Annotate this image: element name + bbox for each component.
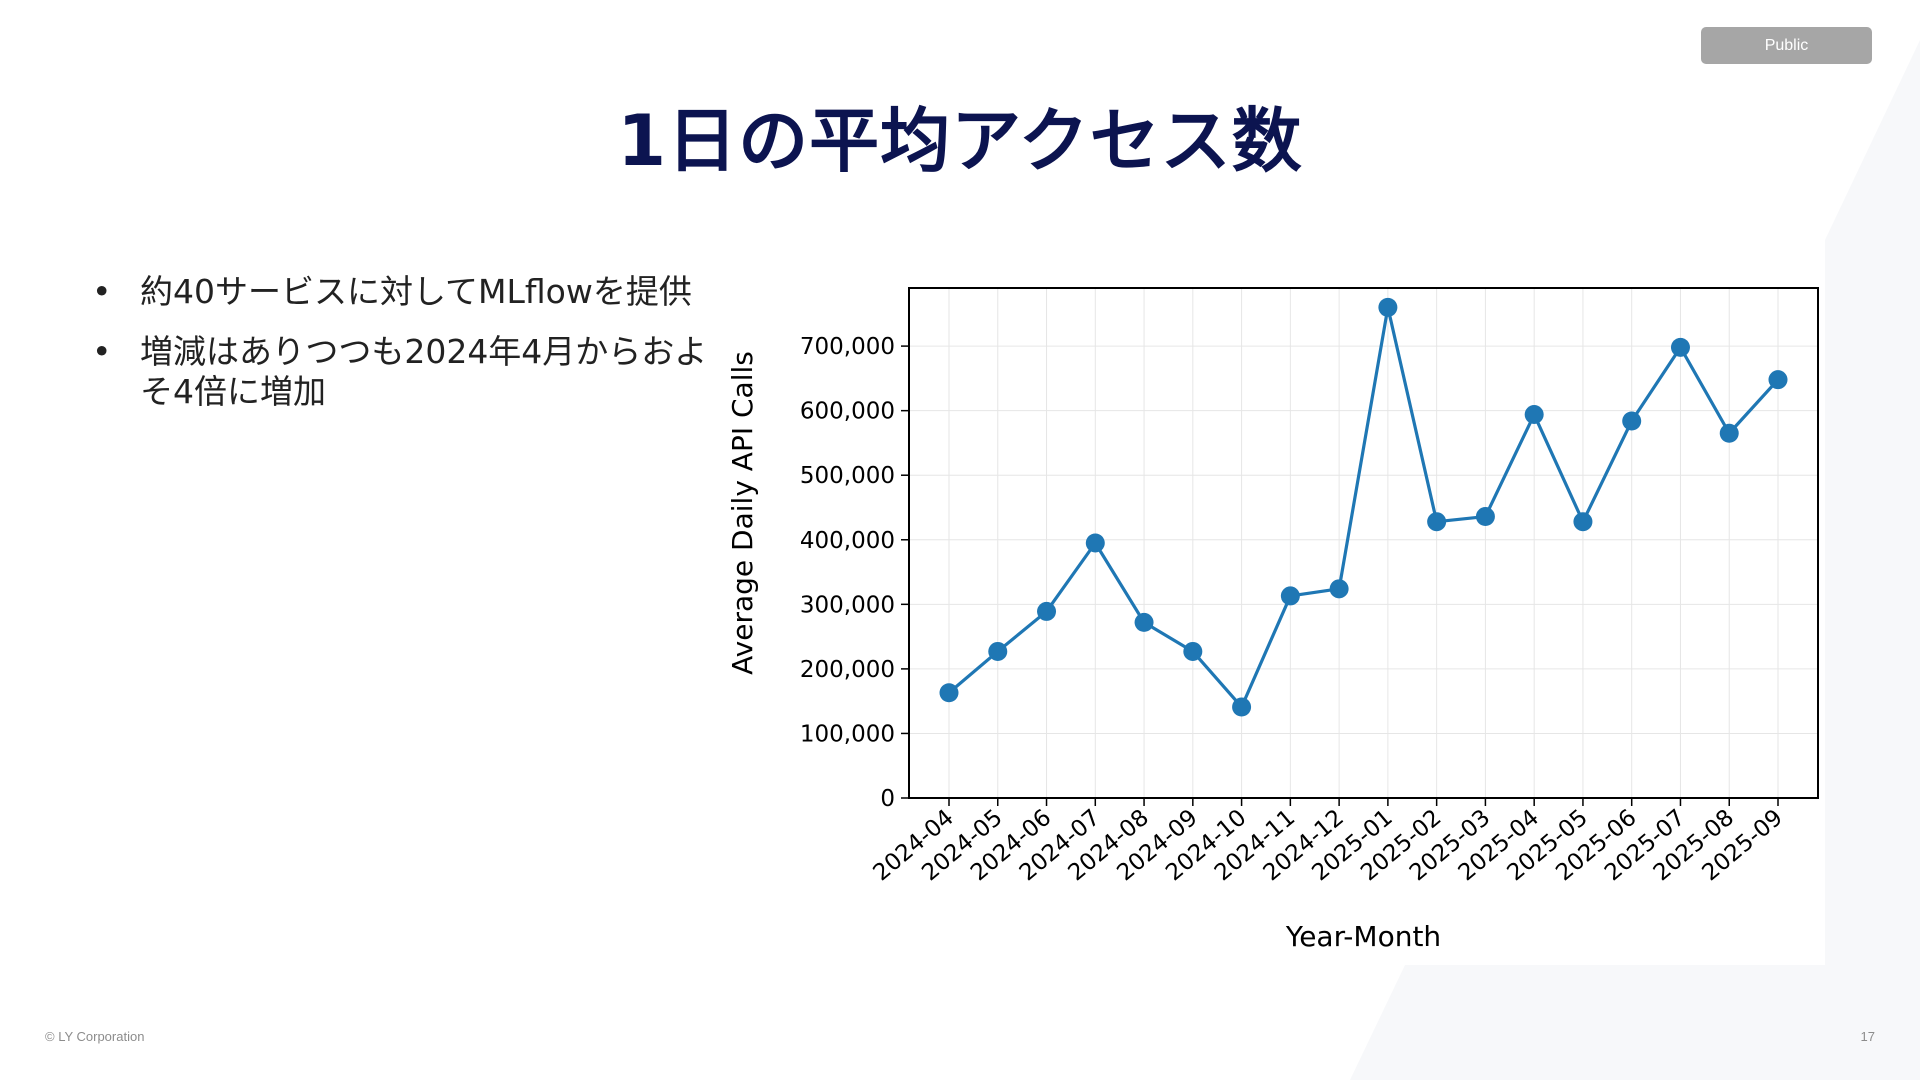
bullet-item: 約40サービスに対してMLflowを提供 <box>92 272 712 312</box>
data-point <box>988 641 1008 661</box>
line-chart: 0 100,000 200,000 300,000 400,000 500,000 600,… <box>720 272 1828 962</box>
data-point <box>939 683 959 703</box>
chart-svg: 0 100,000 200,000 300,000 400,000 500,000 600,… <box>726 287 1819 953</box>
plot-frame <box>908 287 1819 799</box>
data-point <box>1037 601 1057 621</box>
y-axis-label: Average Daily API Calls <box>726 351 759 675</box>
data-point <box>1085 533 1105 553</box>
y-tick-label: 0 <box>880 786 895 812</box>
data-point <box>1475 507 1495 527</box>
y-tick-label: 600,000 <box>800 399 895 425</box>
data-point <box>1378 297 1398 317</box>
bullet-list: 約40サービスに対してMLflowを提供 増減はありつつも2024年4月からおよ… <box>92 272 712 432</box>
x-axis-label: Year-Month <box>1285 920 1441 953</box>
data-point <box>1183 641 1203 661</box>
data-point <box>1670 337 1690 357</box>
data-point <box>1524 405 1544 425</box>
data-point <box>1768 370 1788 390</box>
copyright: © LY Corporation <box>45 1029 145 1044</box>
y-tick-label: 400,000 <box>800 528 895 554</box>
data-point <box>1427 512 1447 532</box>
data-point <box>1622 411 1642 431</box>
data-point <box>1329 579 1349 599</box>
data-point <box>1573 512 1593 532</box>
y-tick-label: 700,000 <box>800 334 895 360</box>
data-point <box>1232 697 1252 717</box>
public-badge: Public <box>1701 27 1872 64</box>
page-number: 17 <box>1860 1029 1875 1044</box>
data-point <box>1134 612 1154 632</box>
y-tick-label: 300,000 <box>800 592 895 618</box>
page-title: 1日の平均アクセス数 <box>617 100 1303 182</box>
data-point <box>1280 586 1300 606</box>
y-tick-label: 100,000 <box>800 721 895 747</box>
plot-area <box>909 288 1818 798</box>
y-tick-label: 500,000 <box>800 463 895 489</box>
series-line <box>947 305 1780 709</box>
bullet-item: 増減はありつつも2024年4月からおよそ4倍に増加 <box>92 332 712 412</box>
y-tick-label: 200,000 <box>800 657 895 683</box>
data-point <box>1719 423 1739 443</box>
